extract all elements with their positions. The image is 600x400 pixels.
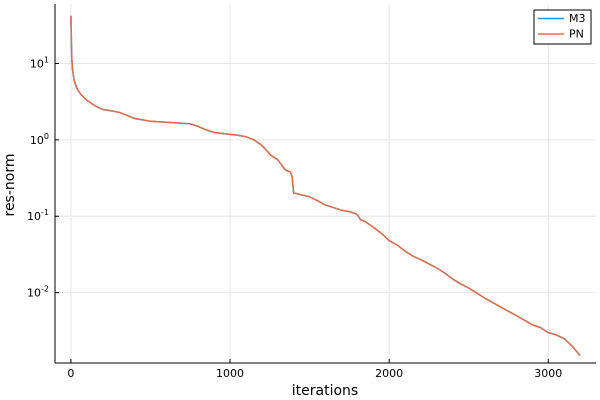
x-ticks: 0 1000 2000 3000 [67, 359, 562, 380]
legend-box [533, 9, 592, 45]
x-tick-label: 2000 [375, 367, 403, 380]
y-axis-label: res-norm [2, 154, 18, 217]
y-tick-label: 101 [30, 55, 49, 70]
series-line-pn [70, 15, 581, 357]
x-axis-label: iterations [292, 383, 358, 399]
series-line-m3 [70, 15, 581, 357]
x-tick-label: 1000 [216, 367, 244, 380]
series [70, 15, 581, 357]
legend-label-pn: PN [569, 28, 584, 41]
y-tick-label: 100 [30, 132, 49, 147]
x-tick-label: 0 [67, 367, 74, 380]
axes [54, 4, 596, 364]
y-tick-label: 10-2 [27, 285, 49, 300]
x-tick-label: 3000 [534, 367, 562, 380]
y-ticks: 101 100 10-1 10-2 [27, 55, 59, 300]
grid [55, 4, 596, 363]
legend-label-m3: M3 [569, 12, 586, 25]
legend: M3 PN [533, 9, 592, 45]
y-tick-label: 10-1 [27, 208, 49, 223]
